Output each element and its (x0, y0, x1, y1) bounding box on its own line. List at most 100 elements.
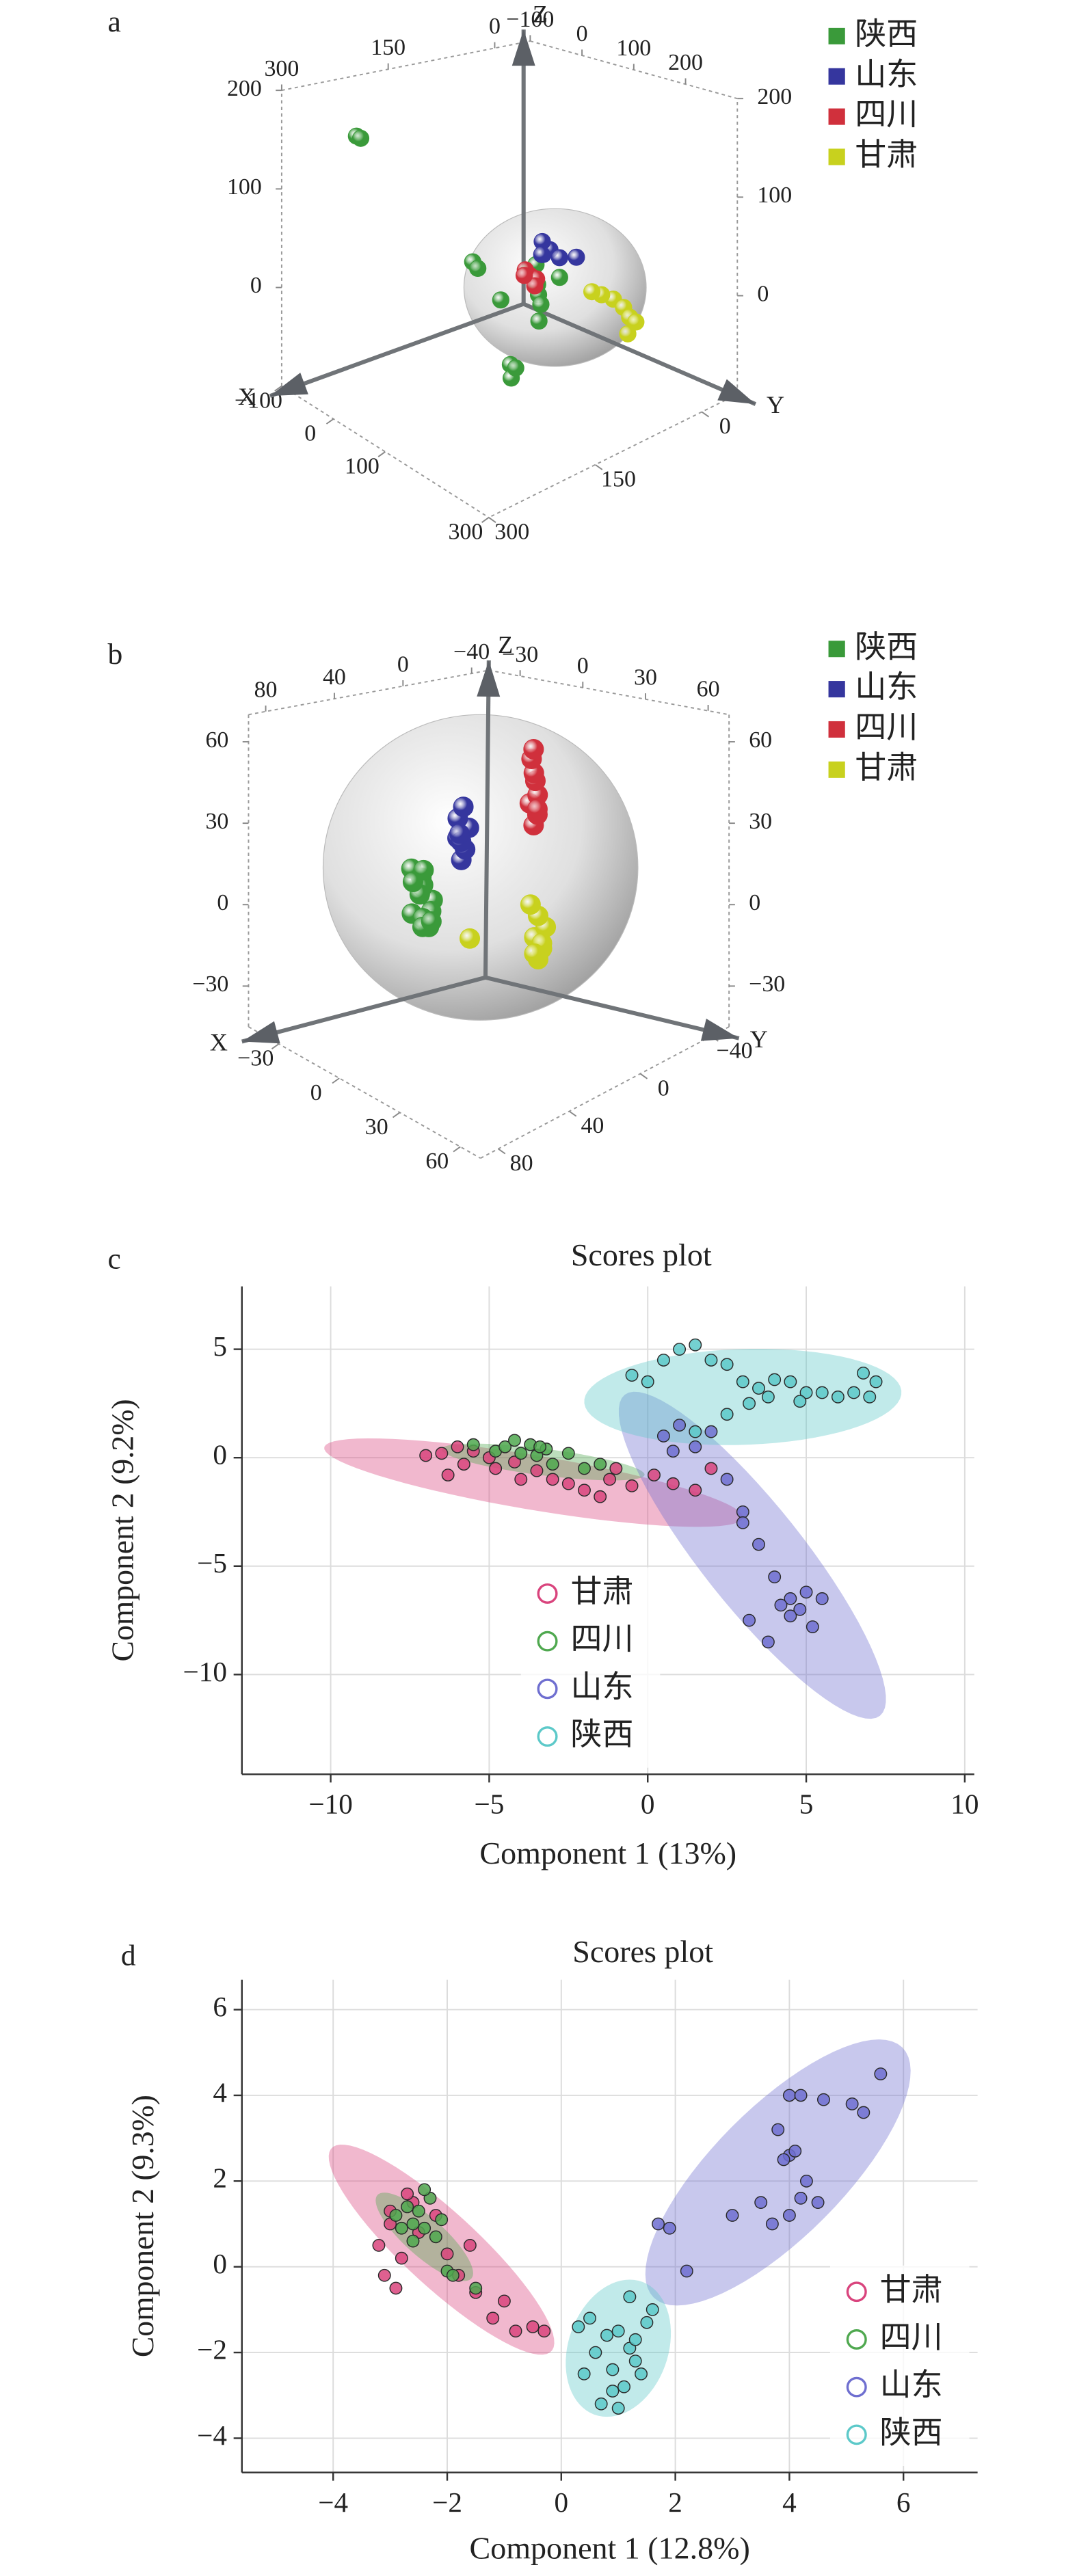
data-point (784, 1592, 797, 1605)
panel-label: c (108, 1243, 121, 1276)
tick-label: −40 (453, 639, 490, 665)
data-point (793, 1395, 807, 1408)
box-edge (480, 1026, 730, 1159)
data-point (572, 2320, 585, 2333)
data-point (395, 2251, 408, 2265)
data-point (561, 1477, 575, 1490)
tick-label: 60 (697, 677, 720, 702)
data-point (508, 1434, 521, 1447)
panel-label: a (108, 5, 121, 38)
data-point (435, 2213, 449, 2227)
legend-label: 甘肃 (855, 137, 918, 172)
y-tick-label: −5 (197, 1547, 227, 1579)
legend-label: 山东 (855, 669, 918, 704)
data-point (402, 872, 423, 892)
data-point (514, 1447, 528, 1460)
x-tick-label: −10 (308, 1788, 352, 1820)
data-point (857, 2106, 870, 2119)
box-edge (281, 385, 490, 518)
axis-line (241, 975, 486, 1044)
data-point (594, 1490, 607, 1503)
data-point (515, 267, 533, 284)
tick-label: 100 (616, 36, 651, 61)
data-point (673, 1343, 687, 1356)
data-point (550, 249, 568, 267)
data-point (520, 894, 541, 915)
tick-label: −100 (506, 7, 554, 32)
tick-label: 200 (668, 50, 703, 75)
data-point (469, 2281, 483, 2295)
data-point (736, 1516, 749, 1529)
data-point (736, 1505, 749, 1518)
confidence-sphere (322, 714, 639, 1021)
data-point (646, 2303, 659, 2316)
data-point (372, 2238, 386, 2252)
data-point (589, 2346, 602, 2359)
data-point (526, 277, 544, 295)
y-tick-label: 6 (213, 1991, 227, 2022)
tick-label: 0 (250, 273, 262, 298)
legend-marker (846, 2376, 867, 2398)
legend-label: 山东 (570, 1669, 633, 1704)
confidence-sphere (463, 208, 647, 367)
data-point (457, 1458, 470, 1471)
data-point (793, 1602, 807, 1616)
confidence-ellipse (566, 2279, 672, 2417)
legend-label: 山东 (855, 57, 918, 92)
data-point (550, 269, 568, 286)
tick-label: 80 (254, 677, 278, 703)
data-point (533, 1440, 547, 1453)
tick-mark (481, 517, 490, 523)
tick-label: 150 (371, 35, 405, 60)
legend-label: 陕西 (855, 629, 918, 664)
legend-label: 四川 (880, 2320, 943, 2354)
tick-label: 30 (365, 1114, 388, 1140)
data-point (666, 1477, 680, 1490)
data-point (435, 1447, 449, 1460)
legend-swatch (828, 27, 845, 44)
y-tick-label: 2 (213, 2162, 227, 2194)
data-point (389, 2209, 403, 2222)
x-tick-label: −2 (432, 2486, 462, 2518)
x-tick-label: 6 (896, 2486, 911, 2518)
data-point (689, 1440, 702, 1453)
tick-label: 100 (757, 183, 792, 208)
axis-label: X (210, 1029, 228, 1056)
data-point (874, 2067, 888, 2080)
legend-marker (537, 1583, 558, 1604)
tick-label: 30 (749, 809, 772, 834)
data-point (640, 2316, 654, 2329)
confidence-ellipse (645, 2039, 911, 2306)
tick-label: 0 (577, 654, 589, 679)
data-point (530, 312, 548, 330)
data-point (782, 2209, 796, 2222)
data-point (656, 1354, 670, 1367)
data-point (406, 2217, 420, 2231)
tick-mark (488, 517, 496, 523)
data-point (395, 2221, 408, 2235)
tick-label: 0 (304, 421, 316, 446)
y-axis-title: Component 2 (9.2%) (105, 1399, 140, 1661)
axis-line (522, 301, 757, 406)
x-tick-label: −5 (474, 1788, 504, 1820)
confidence-ellipse (584, 1348, 902, 1445)
data-point (546, 1473, 559, 1486)
tick-label: 300 (494, 520, 529, 545)
data-point (847, 1386, 861, 1399)
data-point (815, 1386, 829, 1399)
data-point (418, 2183, 431, 2197)
data-point (606, 2385, 620, 2398)
tick-label: 0 (576, 21, 588, 46)
x-axis-title: Component 1 (12.8%) (470, 2531, 750, 2566)
legend-swatch (828, 641, 845, 658)
data-point (611, 2402, 625, 2415)
data-point (768, 1373, 782, 1386)
box-edge (248, 1026, 481, 1159)
legend-marker (846, 2329, 867, 2350)
data-point (641, 1375, 654, 1388)
data-point (768, 1570, 782, 1584)
data-point (526, 2320, 540, 2333)
data-point (421, 911, 442, 932)
data-point (594, 2397, 608, 2411)
tick-mark (498, 1148, 506, 1155)
